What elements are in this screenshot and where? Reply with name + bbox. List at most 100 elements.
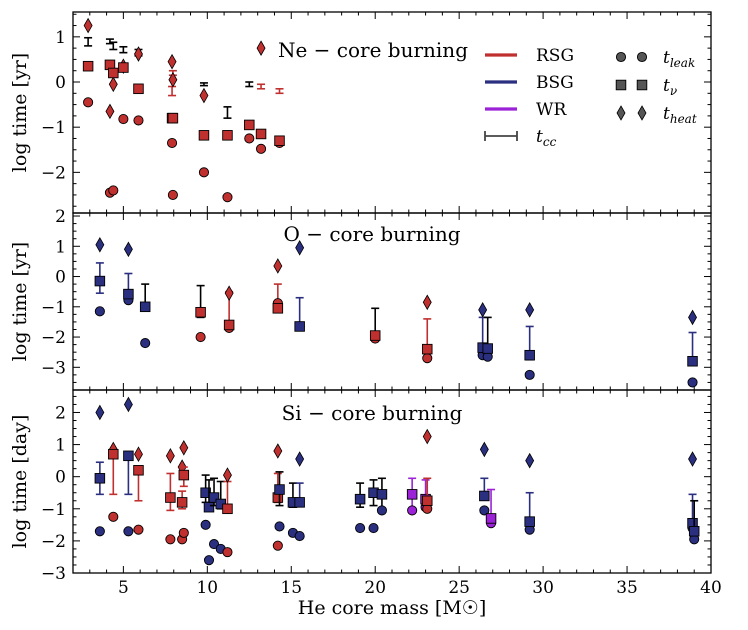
y-tick-label: −2 — [41, 163, 66, 183]
tnu-marker — [524, 516, 535, 527]
data-point-group — [208, 477, 220, 550]
tleak-marker — [294, 531, 305, 542]
data-point-group — [200, 474, 211, 530]
data-point-group — [223, 285, 235, 334]
tleak-marker — [524, 369, 535, 380]
data-point-group — [139, 283, 151, 349]
theat-marker — [108, 76, 118, 93]
tleak-marker — [255, 143, 267, 154]
theat-marker — [688, 309, 697, 326]
data-point-group — [406, 477, 418, 516]
tnu-marker — [274, 484, 285, 495]
y-tick-label: 2 — [55, 207, 66, 227]
tleak-marker — [200, 519, 211, 530]
theat-marker — [223, 467, 232, 483]
theat-marker — [95, 236, 105, 253]
tnu-marker — [222, 130, 233, 141]
data-point-group — [123, 241, 134, 306]
tnu-marker — [294, 321, 305, 332]
y-tick-label: 0 — [55, 268, 66, 288]
tnu-marker — [274, 135, 285, 146]
tleak-marker — [208, 539, 220, 550]
theat-marker — [478, 302, 488, 318]
data-point-group — [369, 307, 381, 344]
legend-label-square: tν — [663, 76, 677, 98]
data-point-group — [524, 302, 535, 380]
theat-marker — [168, 71, 178, 88]
data-point-group — [687, 451, 698, 534]
tleak-marker — [123, 526, 134, 537]
tnu-marker — [687, 356, 698, 367]
tnu-marker — [94, 473, 106, 484]
legend-marker-circle — [636, 51, 648, 63]
panel-title: Ne − core burning — [278, 38, 468, 62]
theat-marker — [422, 428, 432, 445]
data-point-group — [272, 258, 284, 314]
tnu-marker — [294, 497, 305, 508]
tnu-marker — [108, 67, 119, 79]
tleak-marker — [422, 353, 433, 364]
tleak-marker — [133, 524, 144, 535]
tnu-marker — [139, 301, 151, 313]
data-point-group — [167, 69, 179, 200]
tnu-marker — [133, 465, 144, 476]
data-point-group — [255, 40, 267, 154]
tleak-marker — [83, 97, 94, 108]
tnu-marker — [524, 349, 535, 361]
y-axis-label: log time [yr] — [9, 242, 31, 361]
theat-marker — [123, 241, 133, 258]
theat-marker — [273, 443, 283, 459]
tleak-marker — [376, 505, 387, 516]
legend-label-sub: leak — [670, 56, 695, 70]
tnu-marker — [208, 492, 220, 503]
panel-title: O − core burning — [283, 222, 460, 246]
tleak-marker — [274, 521, 285, 532]
theat-marker — [134, 46, 143, 62]
data-point-group — [195, 284, 206, 343]
tleak-marker — [94, 526, 105, 537]
tnu-marker — [222, 503, 233, 515]
tleak-marker — [140, 338, 151, 349]
tnu-marker — [123, 450, 134, 462]
theat-marker — [273, 258, 283, 274]
tleak-marker — [108, 185, 119, 196]
tnu-marker — [178, 469, 190, 481]
data-point-group — [123, 396, 134, 537]
theat-marker — [199, 87, 209, 104]
data-point-group — [244, 81, 255, 144]
data-point-group — [82, 17, 94, 108]
tleak-marker — [368, 523, 379, 534]
x-tick-label: 30 — [532, 578, 554, 598]
data-point-group — [376, 477, 388, 516]
tnu-marker — [406, 489, 418, 500]
y-tick-label: −3 — [41, 564, 66, 584]
tleak-marker — [244, 133, 255, 144]
tnu-marker — [354, 493, 366, 505]
tleak-marker — [195, 332, 206, 343]
theat-marker — [83, 17, 93, 34]
legend-label-diamond: theat — [663, 104, 697, 126]
theat-marker — [105, 103, 115, 120]
x-tick-label: 40 — [700, 578, 722, 598]
tnu-marker — [167, 112, 179, 124]
tleak-marker — [198, 167, 210, 178]
theat-marker — [256, 40, 266, 56]
tnu-marker — [165, 492, 176, 503]
data-point-group — [222, 106, 233, 203]
tnu-marker — [422, 343, 433, 355]
data-point-group — [274, 471, 285, 532]
tnu-marker — [688, 526, 700, 537]
legend-label-tcc-sub: cc — [543, 135, 557, 149]
data-point-group — [368, 479, 379, 534]
data-point-group — [133, 46, 144, 126]
y-tick-label: −1 — [41, 500, 66, 520]
tnu-marker — [123, 288, 134, 300]
tleak-marker — [108, 511, 119, 522]
data-point-group — [294, 451, 305, 542]
tleak-marker — [178, 527, 189, 538]
data-point-group — [104, 38, 116, 198]
theat-marker — [295, 239, 305, 256]
tleak-marker — [479, 505, 490, 516]
data-point-group — [479, 441, 490, 516]
